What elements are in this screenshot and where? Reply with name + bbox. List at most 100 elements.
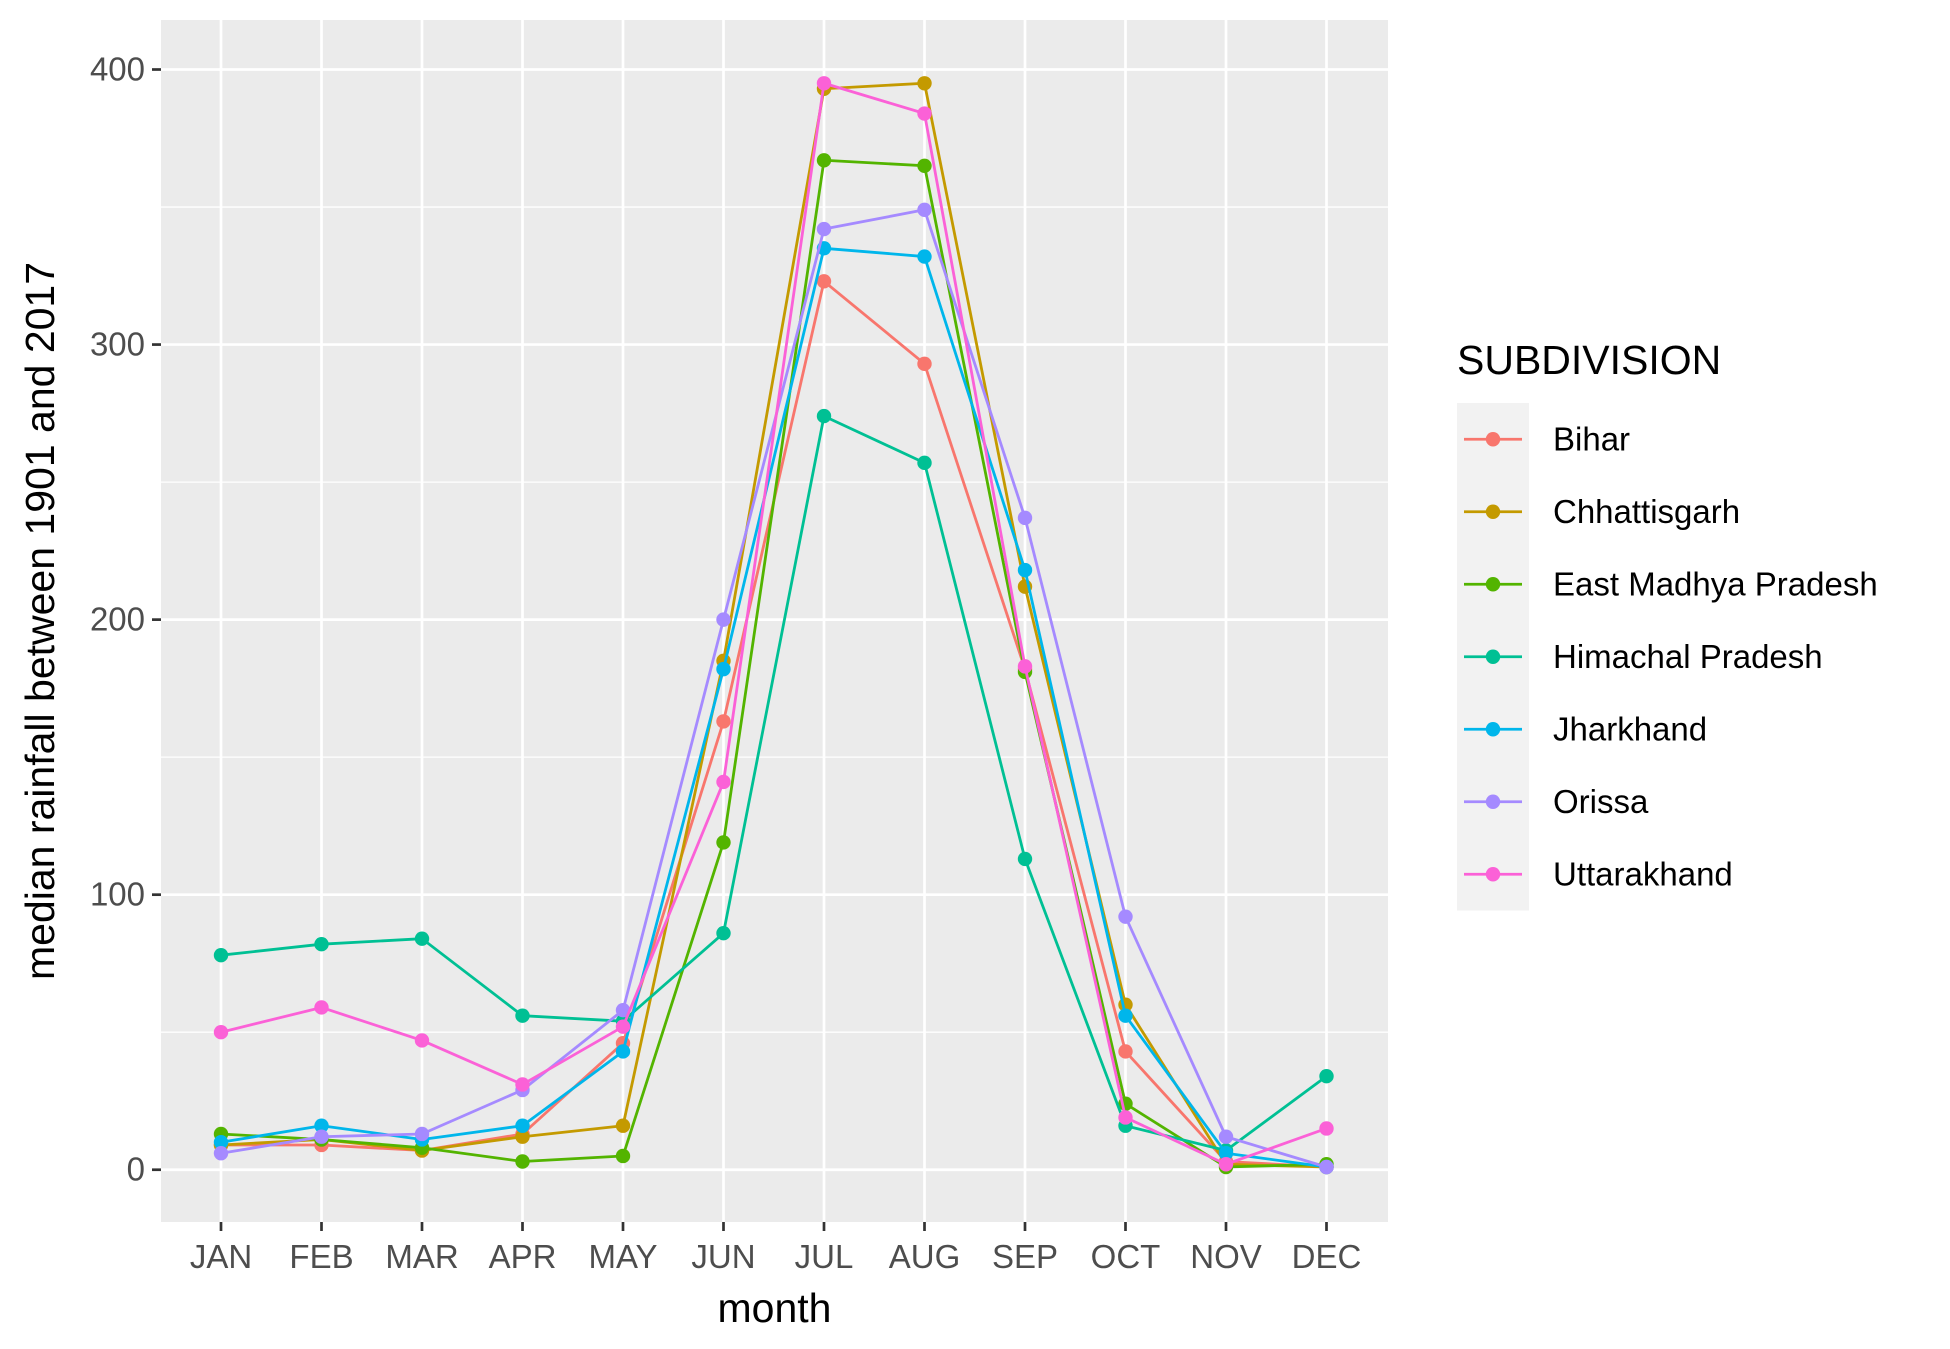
data-point <box>917 76 932 91</box>
x-tick-label: JUN <box>691 1238 755 1275</box>
legend-key-point <box>1485 577 1501 592</box>
y-tick-label: 200 <box>90 601 145 638</box>
data-point <box>1218 1129 1234 1144</box>
data-point <box>1319 1159 1334 1175</box>
data-point <box>1118 1110 1133 1125</box>
legend-label: Uttarakhand <box>1553 855 1733 892</box>
data-point <box>414 1033 430 1048</box>
x-tick-label: DEC <box>1292 1238 1362 1275</box>
x-tick-label: MAY <box>588 1238 657 1275</box>
data-point <box>615 1148 631 1164</box>
data-point <box>414 1126 430 1142</box>
data-point <box>615 1118 631 1133</box>
series-line <box>220 81 1327 1169</box>
x-axis-ticks: JAN FEB MAR APR MAY JUN JUL AUG SEP OCT NOV DEC <box>190 1222 1362 1275</box>
data-point <box>816 153 832 168</box>
data-point <box>917 106 932 121</box>
legend-label: Jharkhand <box>1553 710 1707 747</box>
data-point <box>716 774 731 790</box>
data-point <box>515 1154 530 1169</box>
minor-gridlines <box>161 206 1388 1033</box>
legend-label: Bihar <box>1553 420 1630 457</box>
data-point <box>1118 1008 1133 1023</box>
data-point <box>1118 1044 1133 1059</box>
x-tick-label: AUG <box>889 1238 961 1275</box>
x-tick-label: JUL <box>795 1238 854 1275</box>
x-axis-title: month <box>718 1285 832 1331</box>
data-point <box>213 1025 229 1040</box>
data-point <box>917 202 932 217</box>
data-point <box>314 936 329 952</box>
data-point <box>1017 659 1033 674</box>
legend-key-point <box>1485 867 1501 882</box>
data-point <box>1118 909 1133 924</box>
legend-key-point <box>1485 794 1501 809</box>
data-point <box>213 1146 229 1161</box>
data-point <box>615 1044 631 1059</box>
y-axis-ticks: 0 100 200 300 400 <box>90 51 161 1188</box>
legend-item: Bihar <box>1464 420 1630 457</box>
data-point <box>615 1019 631 1034</box>
x-tick-label: APR <box>489 1238 557 1275</box>
data-point <box>314 1118 329 1133</box>
legend: SUBDIVISION Bihar Chhattisgarh East Madhya… <box>1457 337 1878 911</box>
x-tick-label: NOV <box>1190 1238 1262 1275</box>
data-point <box>917 356 932 372</box>
legend-title: SUBDIVISION <box>1457 337 1721 383</box>
data-point <box>917 249 932 264</box>
data-point <box>816 76 832 91</box>
x-tick-label: SEP <box>992 1238 1058 1275</box>
data-point <box>1017 851 1033 867</box>
legend-label: East Madhya Pradesh <box>1553 565 1878 602</box>
y-tick-label: 100 <box>90 876 145 913</box>
data-point <box>716 661 731 677</box>
legend-label: Chhattisgarh <box>1553 493 1740 530</box>
legend-key-point <box>1485 649 1501 664</box>
data-point <box>716 835 731 850</box>
y-tick-label: 400 <box>90 51 145 88</box>
data-point <box>314 1000 329 1015</box>
series-lines <box>213 76 1334 1175</box>
legend-label: Orissa <box>1553 783 1649 820</box>
data-point <box>1017 562 1033 578</box>
data-point <box>515 1118 530 1133</box>
data-point <box>1218 1146 1234 1161</box>
y-tick-label: 300 <box>90 326 145 363</box>
legend-key-point <box>1485 504 1501 519</box>
y-axis-title: median rainfall between 1901 and 2017 <box>17 262 63 980</box>
y-tick-label: 0 <box>127 1151 145 1188</box>
series-uttarakhand <box>213 76 1334 1172</box>
data-point <box>615 1003 631 1018</box>
x-tick-label: OCT <box>1091 1238 1161 1275</box>
series-line <box>220 158 1327 1169</box>
series-line <box>220 246 1327 1169</box>
data-point <box>515 1077 530 1092</box>
data-point <box>1319 1069 1334 1084</box>
data-point <box>414 931 430 946</box>
legend-key-point <box>1485 432 1501 447</box>
legend-item: Uttarakhand <box>1464 855 1733 892</box>
data-point <box>917 455 932 471</box>
legend-item: Orissa <box>1464 783 1649 820</box>
data-point <box>213 1135 229 1150</box>
data-point <box>515 1129 530 1144</box>
data-point <box>1319 1121 1334 1136</box>
series-line <box>220 81 1327 1166</box>
x-tick-label: JAN <box>190 1238 252 1275</box>
series-line <box>220 414 1328 1152</box>
x-tick-label: FEB <box>289 1238 353 1275</box>
data-point <box>1017 510 1033 526</box>
data-point <box>213 947 229 963</box>
data-point <box>716 714 731 729</box>
legend-item: Jharkhand <box>1464 710 1707 747</box>
data-point <box>816 408 832 424</box>
data-point <box>314 1129 329 1144</box>
x-tick-label: MAR <box>385 1238 458 1275</box>
legend-item: East Madhya Pradesh <box>1464 565 1878 602</box>
data-point <box>816 274 832 289</box>
data-point <box>515 1008 530 1023</box>
data-point <box>917 158 932 173</box>
legend-item: Chhattisgarh <box>1464 493 1740 530</box>
data-point <box>816 221 832 237</box>
